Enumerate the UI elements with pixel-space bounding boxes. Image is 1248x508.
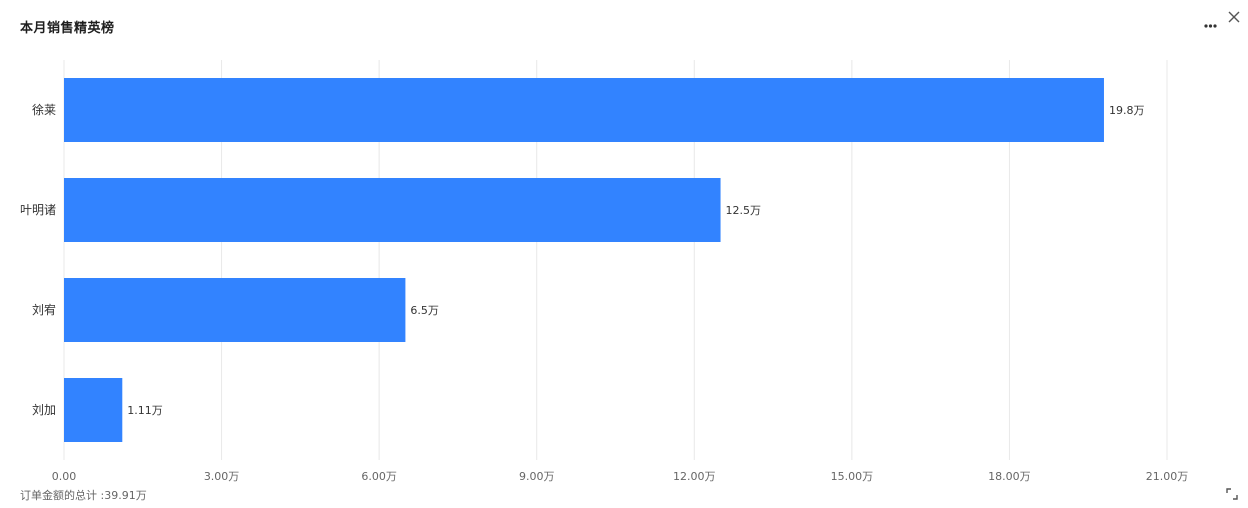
y-category-label: 刘宥 <box>32 302 56 317</box>
total-summary: 订单金额的总计 :39.91万 <box>20 489 147 502</box>
x-tick-label: 18.00万 <box>988 470 1031 483</box>
chart-title: 本月销售精英榜 <box>20 21 115 36</box>
x-tick-label: 21.00万 <box>1146 470 1189 483</box>
bar <box>64 378 123 442</box>
expand-icon <box>1226 488 1238 500</box>
more-options-button[interactable] <box>1200 14 1220 34</box>
x-tick-label: 15.00万 <box>831 470 874 483</box>
close-button[interactable] <box>1224 8 1244 28</box>
bar-value-label: 12.5万 <box>726 204 762 217</box>
x-tick-label: 6.00万 <box>361 470 397 483</box>
y-category-label: 徐莱 <box>32 102 56 117</box>
bar-value-label: 19.8万 <box>1109 104 1145 117</box>
close-icon <box>1228 11 1240 23</box>
expand-button[interactable] <box>1224 486 1240 502</box>
bar-value-label: 6.5万 <box>410 304 439 317</box>
bar <box>64 278 406 342</box>
x-tick-label: 9.00万 <box>519 470 555 483</box>
more-horizontal-icon <box>1204 24 1217 28</box>
x-tick-label: 12.00万 <box>673 470 716 483</box>
y-category-label: 叶明诸 <box>20 203 56 217</box>
x-tick-label: 3.00万 <box>204 470 240 483</box>
x-tick-label: 0.00 <box>52 470 77 483</box>
bar-value-label: 1.11万 <box>127 404 162 417</box>
bar <box>64 178 721 242</box>
y-category-label: 刘加 <box>32 403 56 417</box>
bar <box>64 78 1104 142</box>
